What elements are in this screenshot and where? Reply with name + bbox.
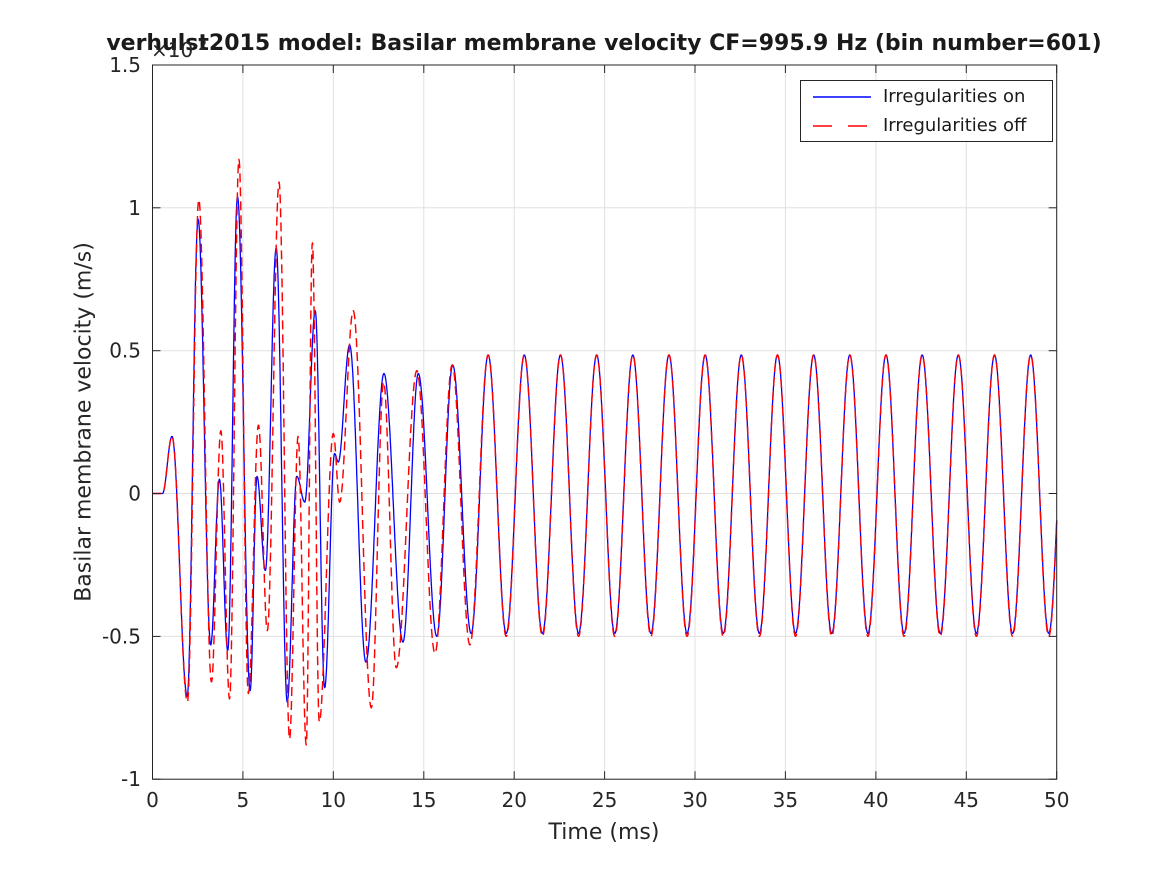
x-tick-label: 0: [146, 788, 159, 812]
y-axis-offset-base: ×10: [151, 38, 194, 62]
legend-label-irregularities-on: Irregularities on: [883, 86, 1026, 107]
x-tick-label: 25: [592, 788, 617, 812]
y-tick-label: 0: [128, 482, 141, 506]
x-tick-label: 20: [501, 788, 526, 812]
legend-label-irregularities-off: Irregularities off: [883, 115, 1027, 136]
legend: Irregularities on Irregularities off: [800, 80, 1053, 142]
y-axis-offset-label: ×10-2: [151, 38, 207, 62]
y-tick-label: -0.5: [102, 624, 141, 648]
x-tick-label: 50: [1044, 788, 1069, 812]
legend-entry-irregularities-on: Irregularities on: [801, 82, 1052, 111]
plot-title: verhulst2015 model: Basilar membrane vel…: [106, 31, 1102, 56]
x-tick-label: 5: [237, 788, 250, 812]
legend-entry-irregularities-off: Irregularities off: [801, 111, 1052, 140]
x-tick-label: 45: [954, 788, 979, 812]
x-tick-label: 40: [863, 788, 888, 812]
x-tick-label: 30: [682, 788, 707, 812]
y-tick-label: 0.5: [109, 339, 141, 363]
legend-line-dashed-icon: [813, 124, 871, 127]
y-tick-label: 1.5: [109, 53, 141, 77]
y-axis-label: Basilar membrane velocity (m/s): [71, 242, 97, 602]
series-line-irregularities-off: [152, 158, 1058, 746]
y-tick-label: -1: [121, 767, 141, 791]
x-tick-label: 35: [773, 788, 798, 812]
legend-line-solid-icon: [813, 95, 871, 98]
y-tick-label: 1: [128, 196, 141, 220]
x-tick-label: 10: [321, 788, 346, 812]
y-axis-offset-exponent: -2: [193, 38, 208, 54]
x-tick-label: 15: [411, 788, 436, 812]
x-axis-label: Time (ms): [548, 820, 660, 845]
